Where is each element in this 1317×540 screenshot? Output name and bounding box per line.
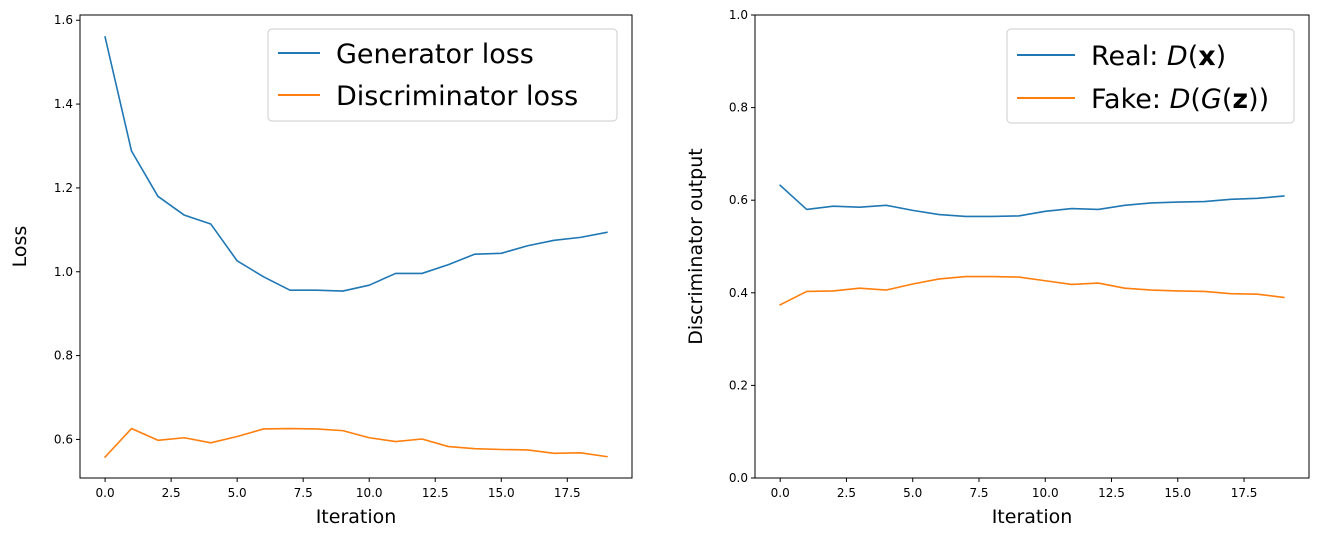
loss-plot-frame: [79, 14, 633, 479]
x-tick-label: 10.0: [1032, 486, 1059, 500]
loss-chart: 0.0 2.5 5.0 7.5 10.0 12.5 15.0 17.5 0.6 0.8 1.0 1.2…: [9, 13, 633, 528]
x-tick-label: 5.0: [903, 486, 922, 500]
legend-label: Fake: D(G(z)): [1091, 84, 1269, 115]
y-tick-label: 1.4: [54, 97, 73, 111]
series-line-1: [103, 427, 608, 459]
x-tick-label: 0.0: [771, 486, 790, 500]
discriminator-output-chart: 0.0 2.5 5.0 7.5 10.0 12.5 15.0 17.5 0.0 0.2 0.4 0.6…: [685, 8, 1310, 528]
output-y-axis-label: Discriminator output: [685, 148, 707, 344]
output-x-axis-label: Iteration: [992, 506, 1073, 528]
y-tick-label: 1.6: [54, 13, 73, 27]
y-tick-label: 1.2: [54, 181, 73, 195]
y-tick-label: 1.0: [54, 265, 73, 279]
x-tick-label: 17.5: [554, 486, 581, 500]
x-tick-label: 7.5: [294, 486, 313, 500]
output-plot-frame: [754, 14, 1310, 479]
x-tick-label: 10.0: [356, 486, 383, 500]
loss-x-axis-label: Iteration: [316, 506, 397, 528]
legend-label: Generator loss: [336, 39, 534, 70]
x-tick-label: 17.5: [1231, 486, 1258, 500]
x-tick-label: 12.5: [1098, 486, 1125, 500]
loss-legend: Generator loss Discriminator loss: [267, 28, 618, 122]
series-line-0: [104, 36, 608, 292]
y-tick-label: 0.0: [729, 471, 748, 485]
series-line-0: [779, 184, 1285, 218]
loss-y-axis-label: Loss: [9, 226, 31, 268]
x-tick-label: 15.0: [488, 486, 515, 500]
y-tick-label: 0.4: [729, 286, 748, 300]
x-tick-label: 2.5: [162, 486, 181, 500]
x-tick-label: 12.5: [422, 486, 449, 500]
legend-label: Discriminator loss: [336, 81, 578, 112]
y-tick-label: 0.6: [729, 193, 748, 207]
y-tick-label: 0.6: [54, 432, 73, 446]
output-legend: Real: D(x) Fake: D(G(z)): [1006, 28, 1295, 124]
y-tick-label: 0.2: [729, 378, 748, 392]
x-tick-label: 15.0: [1164, 486, 1191, 500]
x-tick-label: 2.5: [837, 486, 856, 500]
legend-label: Real: D(x): [1091, 41, 1226, 72]
legend-box: [267, 28, 618, 122]
y-tick-label: 0.8: [54, 349, 73, 363]
legend-box: [1006, 28, 1295, 124]
y-tick-label: 1.0: [729, 8, 748, 22]
x-tick-label: 7.5: [969, 486, 988, 500]
x-tick-label: 0.0: [96, 486, 115, 500]
series-line-1: [779, 275, 1285, 306]
y-tick-label: 0.8: [729, 101, 748, 115]
x-tick-label: 5.0: [228, 486, 247, 500]
